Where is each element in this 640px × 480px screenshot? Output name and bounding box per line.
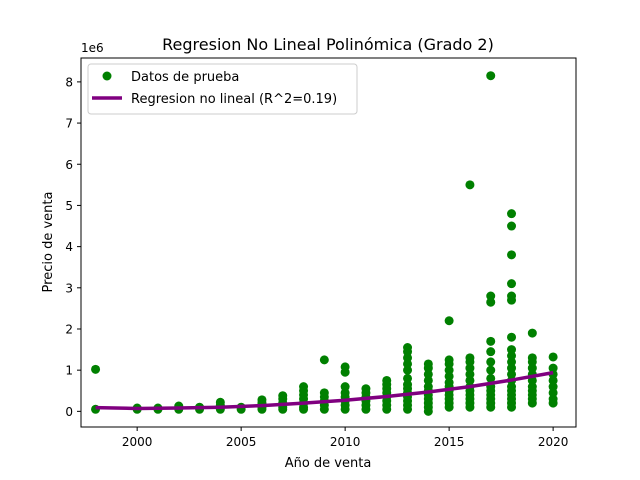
data-point-94: [444, 371, 454, 381]
plot-frame: [80, 57, 577, 428]
regression-curve: [95, 370, 554, 411]
data-point-34: [299, 382, 309, 392]
data-point-158: [548, 382, 558, 392]
data-point-118: [486, 365, 496, 375]
data-point-123: [486, 291, 496, 301]
data-point-71: [403, 365, 413, 375]
data-point-40: [319, 355, 329, 365]
data-point-69: [403, 380, 413, 390]
y-axis-label: Precio de venta: [41, 192, 56, 293]
data-point-119: [486, 357, 496, 367]
data-point-83: [423, 375, 433, 385]
y-tick-label-4: 4: [65, 240, 73, 254]
data-point-137: [507, 332, 517, 342]
x-tick-label-1: 2005: [226, 435, 257, 449]
legend: Datos de prueba Regresion no lineal (R^2…: [87, 63, 358, 115]
y-scale-label: 1e6: [81, 41, 104, 55]
data-point-72: [403, 359, 413, 369]
y-tick-label-3: 3: [65, 281, 73, 295]
data-point-142: [507, 221, 517, 231]
data-point-161: [548, 363, 558, 373]
data-point-154: [527, 328, 537, 338]
data-point-141: [507, 250, 517, 260]
data-point-98: [444, 316, 454, 326]
y-axis: 0 1 2 3 4 5 6 7 8: [65, 75, 81, 419]
data-point-86: [423, 359, 433, 369]
data-point-14: [215, 397, 225, 407]
data-point-54: [361, 384, 371, 394]
data-point-121: [486, 336, 496, 346]
data-point-133: [507, 363, 517, 373]
data-point-97: [444, 355, 454, 365]
data-point-130: [507, 382, 517, 392]
data-point-73: [403, 353, 413, 363]
y-tick-label-7: 7: [65, 117, 73, 131]
data-point-45: [340, 388, 350, 398]
data-point-117: [486, 373, 496, 383]
data-point-70: [403, 373, 413, 383]
y-tick-label-1: 1: [65, 364, 73, 378]
data-point-93: [444, 378, 454, 388]
data-point-120: [486, 347, 496, 357]
legend-label-line: Regresion no lineal (R^2=0.19): [131, 92, 337, 107]
data-point-151: [527, 363, 537, 373]
data-point-107: [465, 363, 475, 373]
x-axis: 2000 2005 2010 2015 2020: [122, 427, 569, 449]
data-point-110: [465, 180, 475, 190]
x-tick-label-2: 2010: [330, 435, 361, 449]
x-axis-label: Año de venta: [285, 456, 372, 471]
legend-box: [87, 63, 358, 115]
data-point-21: [257, 395, 267, 405]
y-tick-label-6: 6: [65, 158, 73, 172]
data-point-122: [486, 297, 496, 307]
data-point-143: [507, 209, 517, 219]
y-tick-label-0: 0: [65, 405, 73, 419]
data-point-62: [382, 375, 392, 385]
data-point-136: [507, 345, 517, 355]
plot-area: [91, 71, 558, 416]
x-tick-label-4: 2020: [538, 435, 569, 449]
data-point-134: [507, 357, 517, 367]
data-point-75: [403, 343, 413, 353]
data-point-124: [486, 71, 496, 81]
data-point-95: [444, 365, 454, 375]
chart-title: Regresion No Lineal Polinómica (Grado 2): [162, 35, 494, 54]
data-point-106: [465, 369, 475, 379]
data-point-139: [507, 291, 517, 301]
data-point-105: [465, 375, 475, 385]
data-point-135: [507, 351, 517, 361]
data-point-159: [548, 375, 558, 385]
data-point-39: [319, 388, 329, 398]
data-point-109: [465, 353, 475, 363]
data-point-162: [548, 352, 558, 362]
data-point-148: [527, 382, 537, 392]
x-tick-label-0: 2000: [122, 435, 153, 449]
data-point-153: [527, 353, 537, 363]
data-point-140: [507, 279, 517, 289]
y-tick-label-2: 2: [65, 322, 73, 336]
y-tick-label-5: 5: [65, 199, 73, 213]
x-tick-label-3: 2015: [434, 435, 465, 449]
data-point-46: [340, 382, 350, 392]
data-point-156: [548, 394, 558, 404]
data-point-84: [423, 369, 433, 379]
data-point-0: [91, 364, 101, 374]
data-point-27: [278, 391, 288, 401]
data-point-132: [507, 369, 517, 379]
legend-label-scatter: Datos de prueba: [131, 70, 239, 85]
y-tick-label-8: 8: [65, 75, 73, 89]
data-point-82: [423, 382, 433, 392]
legend-marker-scatter: [102, 71, 112, 81]
data-point-157: [548, 388, 558, 398]
data-point-48: [340, 362, 350, 372]
